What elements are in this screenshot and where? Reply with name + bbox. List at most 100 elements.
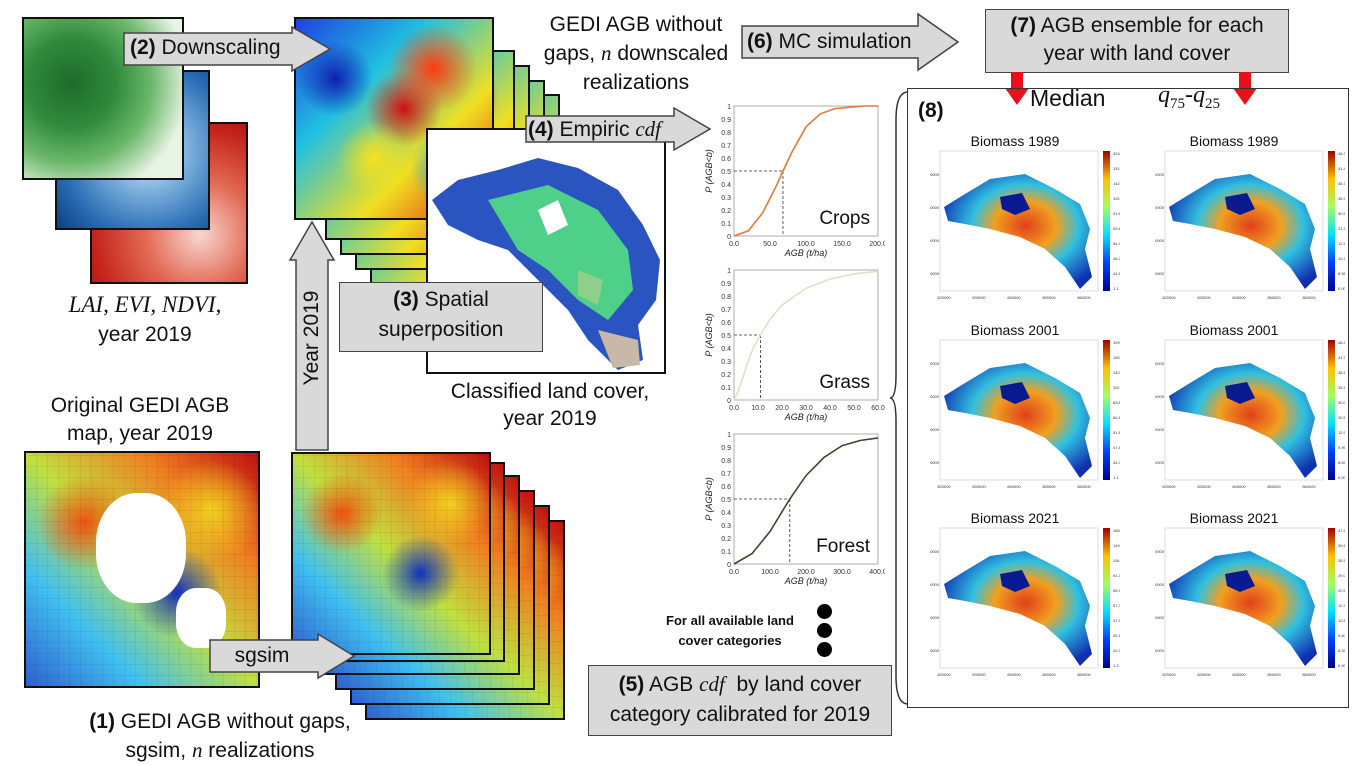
mc-simulation-label: (6) MC simulation [747, 29, 947, 55]
gedi-downscaled-line2: gaps, n downscaled [525, 39, 747, 68]
cdf-ytick-label: 0.4 [721, 346, 731, 353]
cdf-xtick-label: 50.0 [847, 405, 861, 412]
cdf-xtick-label: 50.0 [763, 241, 777, 248]
biomass-map-title: Biomass 2001 [1189, 322, 1279, 338]
cdf-ytick-label: 0.5 [721, 169, 731, 176]
cdf-panel-forest: 0 0.1 0.2 0.3 0.4 0.5 0.6 0.7 0.8 0.9 1 0.0 100.0 200… [704, 432, 885, 586]
map-ytick: 1050000 [930, 582, 940, 587]
map-ytick: 1040000 [930, 615, 940, 620]
step1-line1: (1) GEDI AGB without gaps, [60, 708, 380, 736]
map-xtick: 850000 [1267, 295, 1281, 300]
biomass-region [1169, 363, 1317, 478]
original-title-line1: Original GEDI AGB [50, 394, 230, 417]
biomass-map-title: Biomass 2021 [970, 510, 1060, 526]
biomass-map-plot: 47.22 39.67 35.53 29.07 20.55 12.98 10.84 9.60 8… [1155, 527, 1345, 677]
colorbar-tick: 140.4 [1113, 370, 1120, 375]
empiric-cdf-arrow [525, 106, 712, 152]
colorbar-tick: 45.1 [1113, 633, 1120, 638]
colorbar-tick: 9.60 [1338, 633, 1345, 638]
map-ytick: 1030000 [930, 460, 940, 465]
cdf-box-number: (5) [618, 673, 645, 696]
biomass-map-plot: 48.46 41.30 38.55 35.52 30.04 20.50 12.95 9.99 8… [1155, 339, 1345, 489]
mc-simulation-arrow [741, 12, 960, 72]
step1-label: (1) GEDI AGB without gaps, sgsim, n real… [60, 708, 380, 765]
cdf-xtick-label: 200.0 [797, 569, 815, 576]
classified-line2: year 2019 [503, 407, 597, 430]
map-xtick: 840000 [1232, 484, 1246, 489]
biomass-map-plot: 324.1 151.1 142.7 119.9 91.6 69.6 54.4 46.2 44.6… [930, 150, 1120, 300]
cdf-xtick-label: 300.0 [833, 569, 851, 576]
classified-label: Classified land cover, year 2019 [420, 378, 680, 432]
cdf-ytick-label: 0.4 [721, 182, 731, 189]
colorbar-tick: 44.6 [1113, 271, 1120, 276]
gedi-downscaled-line2-pre: gaps, [543, 42, 601, 65]
colorbar-tick: 38.55 [1338, 370, 1345, 375]
year-2019-arrow [288, 220, 336, 451]
gedi-downscaled-line1: GEDI AGB without [549, 13, 723, 36]
cdf-ytick-label: 0.9 [721, 445, 731, 452]
downscaling-arrow [123, 25, 332, 73]
colorbar-tick: 149.6 [1113, 543, 1120, 548]
cdf-calibration-box: (5) AGB cdf by land cover category calib… [588, 665, 892, 736]
cdf-xtick-label: 30.0 [799, 405, 813, 412]
colorbar-tick: 66.1 [1113, 415, 1120, 420]
map-xtick: 830000 [972, 672, 986, 677]
map-xtick: 850000 [1042, 672, 1056, 677]
colorbar-tick: 30.04 [1338, 400, 1345, 405]
map-xtick: 840000 [1232, 295, 1246, 300]
cdf-xtick-label: 100.0 [797, 241, 815, 248]
map-xtick: 850000 [1267, 484, 1281, 489]
map-ytick: 1030000 [930, 271, 940, 276]
iqr-sub2: 25 [1205, 95, 1220, 112]
colorbar-tick: 8.39 [1338, 648, 1345, 653]
step1-line2-post: realizations [202, 739, 315, 762]
map-ytick: 1040000 [1155, 615, 1165, 620]
cdf-charts: 00.10.20.30.40.50.60.70.80.910.0 50.0 100.… [704, 104, 885, 586]
cdf-panel-grass: 00.10.20.30.40.50.60.70.80.910.0 10.0 20.0… [704, 268, 885, 422]
colorbar-tick: 47.8 [1113, 445, 1120, 450]
cdf-category-label: Grass [819, 372, 870, 393]
cdf-xtick-label: 40.0 [823, 405, 837, 412]
biomass-map-iqr-0: Biomass 1989 48.31 41.43 38.78 35.99 30.61 21.… [1155, 133, 1345, 308]
map-ytick: 1030000 [1155, 648, 1165, 653]
biomass-map-iqr-2: Biomass 2021 47.22 39.67 35.53 29.07 20.55 12.… [1155, 510, 1345, 685]
land-cover-shape [432, 158, 660, 370]
gedi-downscaled-line2-post: downscaled [611, 42, 729, 65]
biomass-map-iqr-1: Biomass 2001 48.46 41.30 38.55 35.52 30.04 20.… [1155, 322, 1345, 497]
classified-line1: Classified land cover, [450, 380, 650, 403]
colorbar-tick: 91.6 [1113, 211, 1120, 216]
map-xtick: 820000 [937, 295, 951, 300]
colorbar-tick: 69.6 [1113, 226, 1120, 231]
map-ytick: 1030000 [930, 648, 940, 653]
biomass-region [944, 551, 1092, 666]
cdf-xtick-label: 0.0 [729, 405, 739, 412]
cdf-ylabel: P (AGB<b) [704, 477, 714, 520]
ellipsis-dot-3 [817, 642, 832, 657]
colorbar-tick: 83.6 [1113, 400, 1120, 405]
colorbar-tick: 41.43 [1338, 166, 1345, 171]
colorbar-tick: 91.3 [1113, 573, 1120, 578]
cdf-ytick-label: 0.4 [721, 510, 731, 517]
map-xtick: 830000 [1197, 672, 1211, 677]
cdf-xtick-label: 200.0 [869, 241, 885, 248]
biomass-map-plot: 158.5 149.6 116.6 91.3 65.9 57.3 47.9 45.1 42.3 1… [930, 527, 1120, 677]
colorbar-tick: 41.30 [1338, 355, 1345, 360]
map-xtick: 830000 [972, 484, 986, 489]
cdf-xtick-label: 100.0 [761, 569, 779, 576]
cdf-ytick-label: 0 [727, 562, 731, 569]
original-gedi-title: Original GEDI AGB map, year 2019 [20, 392, 260, 448]
map-ytick: 1060000 [930, 549, 940, 554]
map-xtick: 860000 [1302, 484, 1316, 489]
map-xtick: 840000 [1232, 672, 1246, 677]
colorbar-tick: 35.52 [1338, 385, 1345, 390]
gedi-downscaled-n: n [600, 41, 612, 65]
colorbar-tick: 116.6 [1113, 558, 1120, 563]
map-ytick: 1040000 [930, 427, 940, 432]
cdf-ytick-label: 0.9 [721, 281, 731, 288]
gap-area [96, 493, 186, 603]
results-bracket [907, 88, 1349, 708]
colorbar-tick: 21.34 [1338, 226, 1345, 231]
sgsim-label: sgsim [234, 644, 290, 667]
spatial-number: (3) [393, 288, 419, 311]
original-title-line2: map, year 2019 [67, 422, 213, 445]
